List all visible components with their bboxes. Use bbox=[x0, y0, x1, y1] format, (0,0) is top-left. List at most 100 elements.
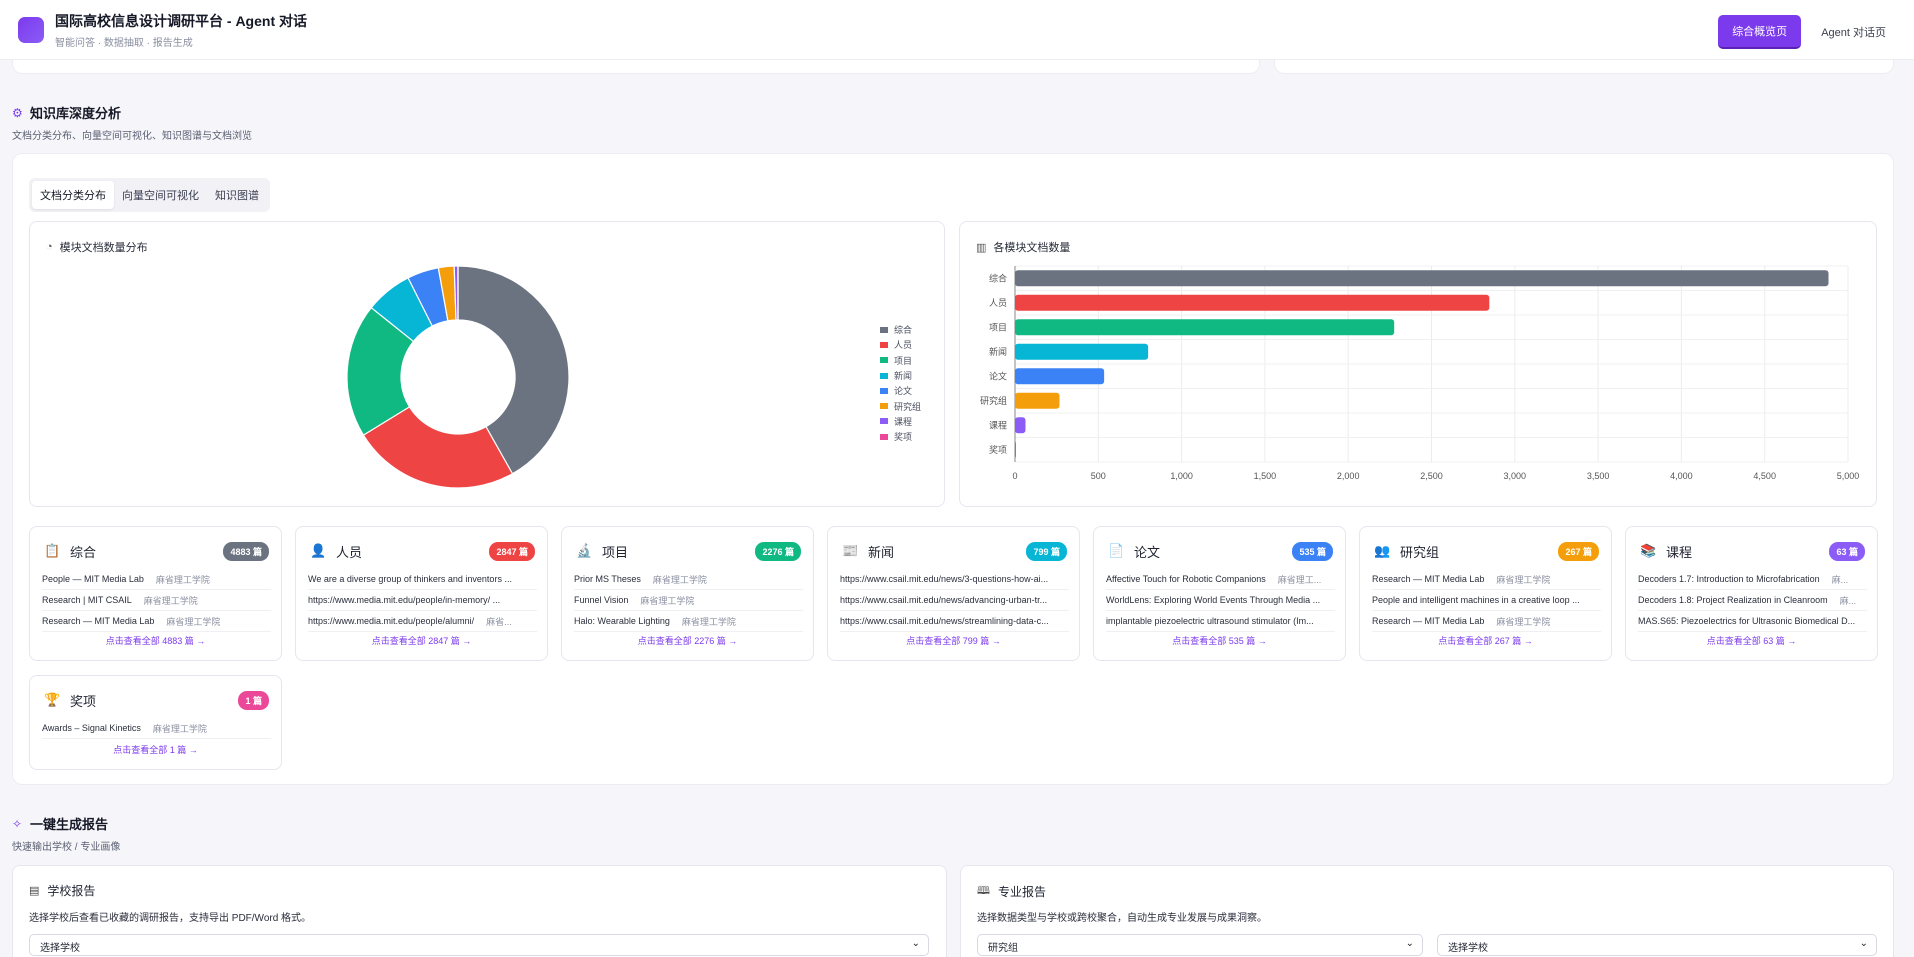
donut-slice-1[interactable] bbox=[362, 406, 514, 489]
tab-vector-space[interactable]: 向量空间可视化 bbox=[122, 190, 199, 202]
nav-overview-button[interactable]: 综合概览页 bbox=[1718, 15, 1802, 49]
donut-slice-0[interactable] bbox=[457, 265, 570, 475]
module-doc-list: People — MIT Media Lab 麻省理工学院 Research | … bbox=[42, 569, 271, 632]
view-all-link[interactable]: 点击查看全部 2276 篇 → bbox=[637, 636, 738, 646]
module-card-header: 🏆 奖项 1 篇 bbox=[44, 690, 269, 710]
bar-0[interactable] bbox=[1015, 270, 1829, 287]
bar-4[interactable] bbox=[1015, 368, 1105, 385]
module-doc-item[interactable]: Research — MIT Media Lab 麻省理工学院 bbox=[42, 611, 271, 632]
bar-title: 各模块文档数量 bbox=[993, 242, 1071, 254]
view-all-link[interactable]: 点击查看全部 1 篇 → bbox=[113, 745, 198, 755]
view-all-link[interactable]: 点击查看全部 2847 篇 → bbox=[371, 636, 472, 646]
y-tick-label: 奖项 bbox=[989, 444, 1007, 455]
doc-title: We are a diverse group of thinkers and i… bbox=[308, 574, 512, 584]
count-badge: 63 篇 bbox=[1829, 541, 1865, 561]
microscope-icon: 🔬 bbox=[576, 543, 593, 558]
module-doc-item[interactable]: Research | MIT CSAIL 麻省理工学院 bbox=[42, 590, 271, 611]
module-doc-item[interactable]: WorldLens: Exploring World Events Throug… bbox=[1106, 590, 1335, 611]
doc-source: 麻... bbox=[1839, 595, 1857, 606]
module-doc-item[interactable]: We are a diverse group of thinkers and i… bbox=[308, 569, 537, 590]
school-report-card: ▤ 学校报告 选择学校后查看已收藏的调研报告，支持导出 PDF/Word 格式。 … bbox=[12, 865, 947, 957]
legend-swatch bbox=[880, 326, 888, 333]
legend-swatch bbox=[880, 387, 888, 394]
data-type-select-value: 研究组 bbox=[988, 943, 1018, 954]
y-tick-label: 综合 bbox=[989, 272, 1007, 283]
module-doc-item[interactable]: https://www.csail.mit.edu/news/streamlin… bbox=[840, 611, 1069, 632]
legend-label: 新闻 bbox=[894, 371, 913, 382]
legend-item[interactable]: 奖项 bbox=[880, 429, 921, 444]
bar-6[interactable] bbox=[1015, 417, 1026, 434]
legend-item[interactable]: 新闻 bbox=[880, 368, 921, 383]
module-doc-item[interactable]: Prior MS Theses 麻省理工学院 bbox=[574, 569, 803, 590]
module-doc-item[interactable]: MAS.S65: Piezoelectrics for Ultrasonic B… bbox=[1638, 611, 1867, 632]
x-tick-label: 2,000 bbox=[1337, 471, 1360, 481]
doc-source: 麻省理工学院 bbox=[152, 723, 207, 734]
doc-source: 麻省理工学院 bbox=[166, 616, 221, 627]
doc-title: Research — MIT Media Lab bbox=[42, 616, 155, 626]
module-doc-item[interactable]: Decoders 1.7: Introduction to Microfabri… bbox=[1638, 569, 1867, 590]
legend-label: 综合 bbox=[894, 325, 913, 336]
module-doc-list: Prior MS Theses 麻省理工学院 Funnel Vision 麻省理工学… bbox=[574, 569, 803, 632]
view-all-link[interactable]: 点击查看全部 535 篇 → bbox=[1172, 636, 1267, 646]
bar-1[interactable] bbox=[1015, 294, 1490, 311]
app-title: 国际高校信息设计调研平台 - Agent 对话 bbox=[55, 12, 307, 29]
x-tick-label: 500 bbox=[1091, 471, 1106, 481]
module-doc-item[interactable]: People — MIT Media Lab 麻省理工学院 bbox=[42, 569, 271, 590]
legend-item[interactable]: 人员 bbox=[880, 337, 921, 352]
module-doc-item[interactable]: Halo: Wearable Lighting 麻省理工学院 bbox=[574, 611, 803, 632]
count-badge: 1 篇 bbox=[238, 690, 269, 710]
module-doc-item[interactable]: Funnel Vision 麻省理工学院 bbox=[574, 590, 803, 611]
report-subtitle: 快速输出学校 / 专业画像 bbox=[12, 842, 121, 853]
module-card-header: 📋 综合 4883 篇 bbox=[44, 541, 269, 561]
module-doc-item[interactable]: People and intelligent machines in a cre… bbox=[1372, 590, 1601, 611]
bar-7[interactable] bbox=[1015, 441, 1016, 458]
report-section-header: ✧ 一键生成报告 快速输出学校 / 专业画像 bbox=[12, 814, 121, 854]
donut-chart-card: ◔ 模块文档数量分布 综合 人员 项目 新闻 论文 研究组 课程 奖项 bbox=[29, 221, 945, 507]
y-tick-label: 新闻 bbox=[989, 346, 1007, 357]
major-school-select[interactable]: 选择学校 ⌄ bbox=[1437, 934, 1877, 956]
tab-knowledge-graph[interactable]: 知识图谱 bbox=[215, 190, 259, 202]
book-icon: 🕮 bbox=[977, 885, 990, 897]
module-doc-item[interactable]: implantable piezoelectric ultrasound sti… bbox=[1106, 611, 1335, 632]
legend-item[interactable]: 课程 bbox=[880, 414, 921, 429]
doc-title: Decoders 1.7: Introduction to Microfabri… bbox=[1638, 574, 1820, 584]
bar-chart-icon: ▥ bbox=[976, 241, 987, 254]
module-doc-item[interactable]: Decoders 1.8: Project Realization in Cle… bbox=[1638, 590, 1867, 611]
module-doc-item[interactable]: Affective Touch for Robotic Companions 麻省… bbox=[1106, 569, 1335, 590]
legend-swatch bbox=[880, 341, 888, 348]
module-doc-item[interactable]: Research — MIT Media Lab 麻省理工学院 bbox=[1372, 611, 1601, 632]
books-icon: 📚 bbox=[1640, 543, 1657, 558]
module-doc-item[interactable]: Awards – Signal Kinetics 麻省理工学院 bbox=[42, 718, 271, 739]
person-icon: 👤 bbox=[310, 543, 327, 558]
module-doc-item[interactable]: https://www.media.mit.edu/people/in-memo… bbox=[308, 590, 537, 611]
bar-chart: 0 500 1,000 1,500 2,000 2,500 3,000 3,500 4,000 4… bbox=[980, 265, 1859, 481]
doc-title: https://www.media.mit.edu/people/in-memo… bbox=[308, 595, 501, 605]
legend-item[interactable]: 论文 bbox=[880, 383, 921, 398]
tab-doc-distribution[interactable]: 文档分类分布 bbox=[32, 181, 114, 209]
bar-5[interactable] bbox=[1015, 392, 1060, 409]
view-all-link[interactable]: 点击查看全部 4883 篇 → bbox=[105, 636, 206, 646]
nav-agent-chat-link[interactable]: Agent 对话页 bbox=[1821, 27, 1886, 39]
module-card: 👤 人员 2847 篇 We are a diverse group of th… bbox=[295, 526, 548, 661]
view-all-link[interactable]: 点击查看全部 267 篇 → bbox=[1438, 636, 1533, 646]
module-doc-item[interactable]: https://www.csail.mit.edu/news/3-questio… bbox=[840, 569, 1069, 590]
legend-label: 项目 bbox=[894, 355, 913, 366]
legend-item[interactable]: 项目 bbox=[880, 353, 921, 368]
module-doc-item[interactable]: https://www.media.mit.edu/people/alumni/… bbox=[308, 611, 537, 632]
school-select[interactable]: 选择学校 ⌄ bbox=[29, 934, 929, 956]
view-all-link[interactable]: 点击查看全部 63 篇 → bbox=[1706, 636, 1797, 646]
top-nav: 综合概览页 Agent 对话页 bbox=[1718, 15, 1886, 49]
doc-source: 麻省理工... bbox=[1277, 574, 1322, 585]
pie-chart-icon: ◔ bbox=[46, 241, 53, 253]
view-all-link[interactable]: 点击查看全部 799 篇 → bbox=[906, 636, 1001, 646]
bar-3[interactable] bbox=[1015, 343, 1149, 360]
bar-2[interactable] bbox=[1015, 319, 1395, 336]
legend-item[interactable]: 综合 bbox=[880, 322, 921, 337]
legend-swatch bbox=[880, 372, 888, 379]
module-doc-item[interactable]: Research — MIT Media Lab 麻省理工学院 bbox=[1372, 569, 1601, 590]
doc-title: Research — MIT Media Lab bbox=[1372, 616, 1485, 626]
legend-item[interactable]: 研究组 bbox=[880, 398, 921, 413]
count-badge: 2847 篇 bbox=[489, 541, 535, 561]
module-doc-item[interactable]: https://www.csail.mit.edu/news/advancing… bbox=[840, 590, 1069, 611]
data-type-select[interactable]: 研究组 ⌄ bbox=[977, 934, 1423, 956]
